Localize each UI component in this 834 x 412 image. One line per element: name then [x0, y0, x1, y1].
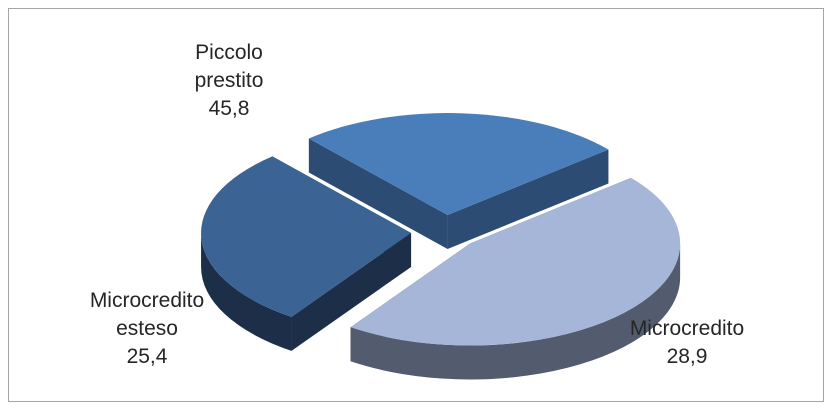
slice-name-line-2: prestito [194, 69, 264, 92]
pie-slice-piccolo-prestito [350, 177, 681, 380]
slice-name-line-1: Microcredito [629, 317, 745, 340]
pie-slice-microcredito-outer-wall [201, 232, 292, 351]
slice-label-piccolo-prestito: Piccolo prestito 45,8 [159, 39, 299, 123]
pie-slice-microcredito [201, 156, 412, 351]
chart-area: Piccolo prestito 45,8 Microcredito 28,9 … [8, 8, 824, 402]
slice-name-line-2: esteso [116, 317, 178, 340]
pie-slice-microcredito-top [201, 156, 412, 317]
slice-name-line-1: Piccolo [195, 41, 263, 64]
pie-slice-microcredito-esteso-side-end [447, 149, 609, 250]
pie-slice-microcredito-esteso-top [308, 113, 609, 216]
pie-slice-piccolo-prestito-outer-wall [350, 243, 681, 380]
pie-slice-microcredito-esteso-side-start [308, 138, 448, 250]
pie-chart [201, 113, 681, 380]
slice-label-microcredito-esteso: Microcredito esteso 25,4 [67, 287, 227, 371]
slice-value: 45,8 [208, 97, 250, 120]
slice-value: 28,9 [666, 345, 708, 368]
slice-label-microcredito: Microcredito 28,9 [607, 315, 767, 371]
pie-slice-piccolo-prestito-top [350, 177, 681, 346]
pie-slice-microcredito-side-start [291, 232, 412, 351]
slice-name-line-1: Microcredito [89, 289, 205, 312]
slice-value: 25,4 [126, 345, 168, 368]
pie-slice-microcredito-esteso [308, 113, 609, 250]
